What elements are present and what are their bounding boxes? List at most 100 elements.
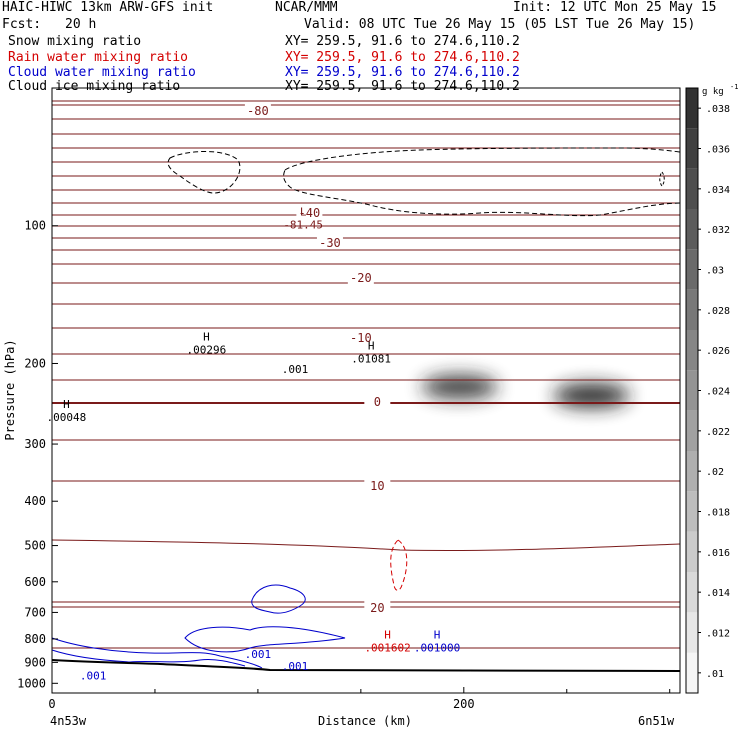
temperature-contours — [51, 100, 681, 649]
colorbar-tick-label: .036 — [706, 145, 730, 156]
colorbar-tick-label: .03 — [706, 266, 724, 277]
legend-cloudwater-name: Cloud water mixing ratio — [8, 65, 196, 80]
colorbar-frame — [685, 87, 699, 694]
x-tick-label: 0 — [48, 697, 55, 711]
colorbar-tick-label: .012 — [706, 629, 730, 640]
shading-blob — [553, 383, 630, 408]
y-tick-label: 500 — [24, 539, 46, 553]
cloud-ice-contour-left — [167, 151, 241, 194]
colorbar-tick-label: .022 — [706, 427, 730, 438]
extremum-marker: H — [384, 629, 391, 642]
extremum-value: .01081 — [351, 352, 391, 365]
legend-rain-name: Rain water mixing ratio — [8, 50, 189, 65]
x-axis-label: Distance (km) — [318, 714, 412, 728]
colorbar-tick-label: .024 — [706, 387, 730, 398]
y-tick-label: 100 — [24, 219, 46, 233]
contour-label: .001 — [80, 669, 107, 682]
y-axis: 100 200 300 400 500 600 700 800 900 1000 — [17, 219, 58, 690]
contour-label: .001 — [282, 363, 309, 376]
isotherm-label-bg — [296, 205, 323, 219]
isotherm-label: -80 — [247, 104, 269, 118]
isotherm-label-bg — [347, 330, 374, 344]
isotherm-label-bg — [364, 600, 391, 614]
y-tick-label: 200 — [24, 356, 46, 370]
extremum-value: .001602 — [364, 642, 410, 655]
y-tick-label: 300 — [24, 437, 46, 451]
isotherm-label: -40 — [299, 206, 321, 220]
org-label: NCAR/MMM — [275, 0, 338, 15]
y-axis-label: Pressure (hPa) — [3, 339, 17, 440]
isotherm-label-bg — [364, 394, 391, 408]
colorbar-segment — [686, 370, 698, 411]
colorbar-tick-label: .014 — [706, 588, 730, 599]
colorbar-segment — [686, 209, 698, 250]
forecast-label: Fcst: — [2, 17, 42, 32]
extremum-marker: H — [434, 629, 441, 642]
y-tick-label: 900 — [24, 655, 46, 669]
colorbar-tick-label: .028 — [706, 306, 730, 317]
contour-label: .001 — [282, 660, 309, 673]
colorbar-segment — [686, 572, 698, 613]
y-tick-label: 700 — [24, 605, 46, 619]
colorbar-segment — [686, 612, 698, 653]
model-title: HAIC-HIWC 13km ARW-GFS init — [2, 0, 214, 15]
cloud-water-contour-b — [184, 626, 346, 653]
y-tick-label: 600 — [24, 575, 46, 589]
isotherm-label-bg — [347, 270, 374, 284]
legend-cloudice-name: Cloud ice mixing ratio — [8, 79, 181, 94]
plot-frame — [51, 87, 681, 694]
y-tick-label: 1000 — [17, 676, 46, 690]
colorbar-segment — [686, 652, 698, 693]
extremum-marker: L — [300, 206, 307, 219]
left-location: 4n53w — [50, 714, 87, 728]
cloud-water-contour-c — [51, 637, 263, 669]
valid-time: Valid: 08 UTC Tue 26 May 15 (05 LST Tue … — [304, 17, 696, 32]
colorbar-unit-exponent: -1 — [730, 83, 738, 91]
colorbar-tick-label: .016 — [706, 548, 730, 559]
colorbar-segment — [686, 330, 698, 371]
y-tick-label: 400 — [24, 494, 46, 508]
extremum-value: .001000 — [414, 642, 460, 655]
colorbar-tick-label: .032 — [706, 225, 730, 236]
rain-water-contour — [390, 539, 408, 591]
x-tick-label: 200 — [453, 697, 475, 711]
isotherm-label-bg — [316, 235, 343, 249]
isotherm-label: 10 — [370, 479, 384, 493]
legend-snow-name: Snow mixing ratio — [8, 34, 142, 49]
colorbar-segment — [686, 88, 698, 129]
colorbar-tick-label: .038 — [706, 104, 730, 115]
isotherm-label: -10 — [350, 331, 372, 345]
colorbar-segment — [686, 128, 698, 169]
cloud-ice-contour-small — [659, 171, 665, 187]
ground-surface — [51, 659, 681, 672]
colorbar-tick-label: .034 — [706, 185, 730, 196]
isotherm-line — [51, 539, 681, 551]
extremum-marker: H — [63, 398, 70, 411]
y-tick-label: 800 — [24, 632, 46, 646]
shading-blob — [421, 374, 498, 399]
mixing-ratio-contours — [51, 147, 681, 669]
isotherm-label: 20 — [370, 601, 384, 615]
colorbar: .01 .012 .014 .016 .018 .02 .022 .024 .026 .028 .0… — [685, 83, 738, 694]
colorbar-tick-label: .02 — [706, 467, 724, 478]
colorbar-unit: g kg — [702, 87, 724, 97]
colorbar-tick-label: .026 — [706, 346, 730, 357]
extremum-value: .00048 — [47, 411, 87, 424]
isotherm-label: -30 — [319, 236, 341, 250]
legend-cloudice-xy: XY= 259.5, 91.6 to 274.6,110.2 — [285, 79, 520, 94]
extremum-marker: H — [203, 331, 210, 344]
extremum-value: .00296 — [187, 344, 227, 357]
cloud-water-contour-a — [251, 584, 306, 614]
colorbar-segment — [686, 491, 698, 532]
contour-label: .001 — [245, 648, 272, 661]
isotherm-label-bg — [364, 478, 391, 492]
cloud-ice-shading — [421, 374, 630, 408]
colorbar-segment — [686, 531, 698, 572]
x-axis: 0 200 — [48, 687, 671, 711]
legend-snow-xy: XY= 259.5, 91.6 to 274.6,110.2 — [285, 34, 520, 49]
colorbar-segment — [686, 168, 698, 209]
colorbar-segment — [686, 289, 698, 330]
legend-rain-xy: XY= 259.5, 91.6 to 274.6,110.2 — [285, 50, 520, 65]
init-time: Init: 12 UTC Mon 25 May 15 — [513, 0, 717, 15]
